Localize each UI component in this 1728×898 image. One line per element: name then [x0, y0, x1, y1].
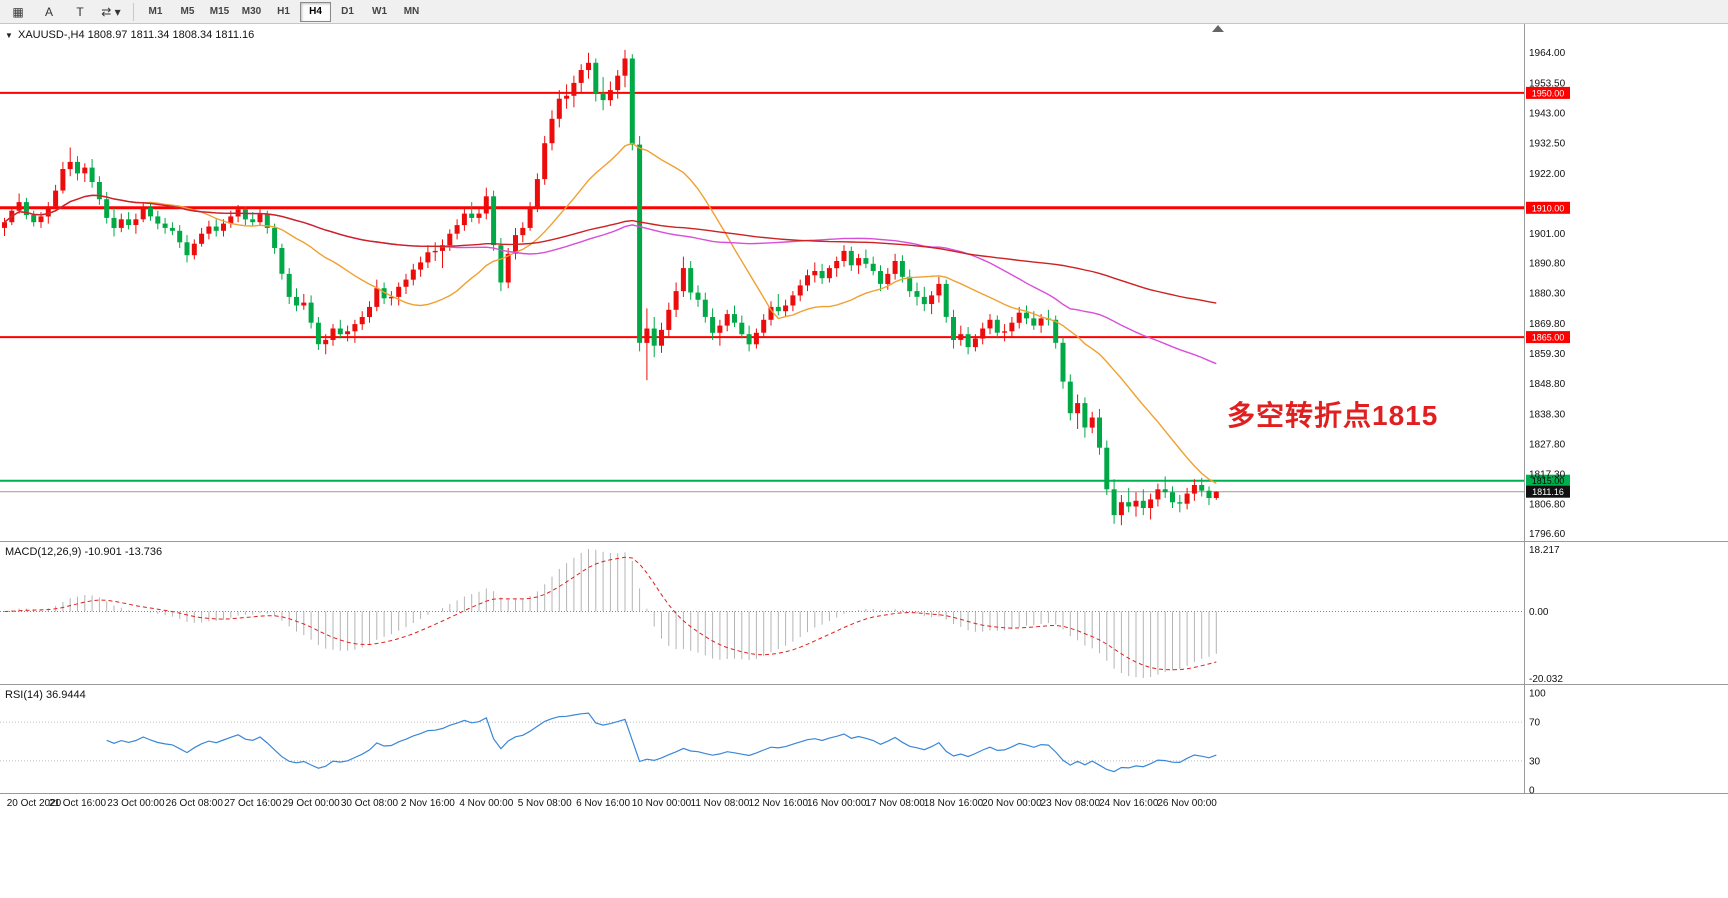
macd-histogram: [11, 549, 1217, 678]
svg-text:21 Oct 16:00: 21 Oct 16:00: [49, 798, 107, 809]
svg-text:23 Nov 08:00: 23 Nov 08:00: [1041, 798, 1101, 809]
timeframe-bar: M1 M5 M15 M30 H1 H4 D1 W1 MN: [140, 1, 428, 22]
rsi-line: [106, 712, 1217, 773]
svg-text:10 Nov 00:00: 10 Nov 00:00: [632, 798, 692, 809]
svg-text:1817.30: 1817.30: [1529, 470, 1566, 481]
timeframe-button-h4[interactable]: H4: [300, 1, 331, 22]
svg-text:1848.80: 1848.80: [1529, 379, 1566, 390]
svg-text:2 Nov 16:00: 2 Nov 16:00: [401, 798, 455, 809]
svg-text:1922.00: 1922.00: [1529, 169, 1566, 180]
drawing-tools-dropdown-icon[interactable]: ⇄ ▾: [101, 4, 121, 19]
macd-axis: 18.217 0.00 -20.032: [1529, 545, 1563, 685]
svg-text:16 Nov 00:00: 16 Nov 00:00: [807, 798, 867, 809]
svg-text:18.217: 18.217: [1529, 545, 1560, 556]
rsi-axis: 100 70 30 0: [1529, 689, 1546, 797]
svg-text:26 Oct 08:00: 26 Oct 08:00: [166, 798, 224, 809]
chart-annotation: 多空转折点1815: [1227, 400, 1439, 431]
svg-text:1910.00: 1910.00: [1532, 203, 1565, 213]
svg-text:1950.00: 1950.00: [1532, 88, 1565, 98]
svg-text:1865.00: 1865.00: [1532, 333, 1565, 343]
svg-text:20 Oct 2020: 20 Oct 2020: [7, 798, 62, 809]
macd-indicator-label: MACD(12,26,9) -10.901 -13.736: [5, 546, 163, 558]
charts-tool-icon[interactable]: ▦: [12, 4, 24, 19]
toolbar: ▦ A T ⇄ ▾ M1 M5 M15 M30 H1 H4 D1 W1 MN: [0, 0, 1728, 24]
hline-1815.00[interactable]: 1815.00: [0, 474, 1570, 487]
candlesticks: [2, 49, 1219, 526]
timeframe-button-h1[interactable]: H1: [277, 6, 290, 17]
vertical-line-tool-icon[interactable]: T: [76, 4, 84, 19]
svg-text:1811.16: 1811.16: [1532, 487, 1564, 497]
svg-text:1859.30: 1859.30: [1529, 349, 1566, 360]
svg-text:1932.50: 1932.50: [1529, 139, 1566, 150]
svg-text:1901.00: 1901.00: [1529, 229, 1566, 240]
svg-text:1815.00: 1815.00: [1532, 476, 1565, 486]
ma-fast-orange: [4, 142, 1217, 484]
svg-text:1869.80: 1869.80: [1529, 319, 1566, 330]
svg-text:0.00: 0.00: [1529, 607, 1549, 618]
price-axis: 1964.00 1953.50 1943.00 1932.50 1922.00 1901.…: [1529, 48, 1566, 540]
svg-text:6 Nov 16:00: 6 Nov 16:00: [576, 798, 630, 809]
hline-1865.00[interactable]: 1865.00: [0, 331, 1570, 344]
svg-text:70: 70: [1529, 718, 1541, 729]
svg-text:18 Nov 16:00: 18 Nov 16:00: [924, 798, 984, 809]
svg-text:24 Nov 16:00: 24 Nov 16:00: [1099, 798, 1159, 809]
timeframe-button-m1[interactable]: M1: [148, 6, 163, 17]
chart-shift-marker[interactable]: [1212, 25, 1224, 32]
svg-text:1827.80: 1827.80: [1529, 439, 1566, 450]
svg-text:27 Oct 16:00: 27 Oct 16:00: [224, 798, 282, 809]
drawing-tools-group: ▦ A T ⇄ ▾: [3, 1, 127, 23]
svg-text:0: 0: [1529, 786, 1535, 797]
timeframe-button-m5[interactable]: M5: [180, 6, 195, 17]
svg-text:-20.032: -20.032: [1529, 674, 1563, 685]
svg-text:29 Oct 00:00: 29 Oct 00:00: [282, 798, 340, 809]
rsi-indicator-label: RSI(14) 36.9444: [5, 689, 86, 701]
timeframe-button-m30[interactable]: M30: [241, 6, 262, 17]
svg-text:1806.80: 1806.80: [1529, 500, 1566, 511]
svg-text:1943.00: 1943.00: [1529, 109, 1566, 120]
svg-text:1964.00: 1964.00: [1529, 48, 1566, 59]
timeframe-button-mn[interactable]: MN: [403, 6, 420, 17]
hline-1910.00[interactable]: 1910.00: [0, 201, 1570, 214]
svg-text:30 Oct 08:00: 30 Oct 08:00: [341, 798, 399, 809]
svg-text:12 Nov 16:00: 12 Nov 16:00: [749, 798, 809, 809]
svg-text:1796.60: 1796.60: [1529, 529, 1566, 540]
svg-text:11 Nov 08:00: 11 Nov 08:00: [691, 798, 750, 809]
svg-text:17 Nov 08:00: 17 Nov 08:00: [865, 798, 925, 809]
svg-text:30: 30: [1529, 756, 1541, 767]
symbol-ohlc-text: XAUUSD-,H4 1808.97 1811.34 1808.34 1811.…: [17, 29, 255, 41]
ma-slow-red: [4, 194, 1217, 304]
svg-text:20 Nov 00:00: 20 Nov 00:00: [982, 798, 1042, 809]
svg-text:1953.50: 1953.50: [1529, 78, 1566, 89]
symbol-ohlc-readout: ▼ XAUUSD-,H4 1808.97 1811.34 1808.34 181…: [5, 29, 254, 41]
svg-text:4 Nov 00:00: 4 Nov 00:00: [459, 798, 513, 809]
toolbar-separator: [133, 2, 134, 21]
svg-text:23 Oct 00:00: 23 Oct 00:00: [107, 798, 165, 809]
pane-dividers: [0, 24, 1728, 794]
macd-signal-line: [4, 556, 1217, 671]
symbol-marker-icon[interactable]: ▼: [5, 31, 13, 40]
svg-text:26 Nov 00:00: 26 Nov 00:00: [1157, 798, 1217, 809]
current-price-line: 1811.16: [0, 485, 1570, 498]
timeframe-button-d1[interactable]: D1: [341, 6, 354, 17]
svg-text:1890.80: 1890.80: [1529, 259, 1566, 270]
current-price-badge: [1526, 485, 1570, 498]
text-label-tool-icon[interactable]: A: [44, 4, 53, 19]
timeframe-button-m15[interactable]: M15: [209, 6, 230, 17]
svg-text:100: 100: [1529, 689, 1546, 700]
svg-text:1880.30: 1880.30: [1529, 289, 1566, 300]
svg-text:1838.30: 1838.30: [1529, 409, 1566, 420]
hline-1950.00[interactable]: 1950.00: [0, 86, 1570, 99]
svg-text:5 Nov 08:00: 5 Nov 08:00: [518, 798, 572, 809]
timeframe-button-w1[interactable]: W1: [372, 6, 387, 17]
ma-mid-magenta: [4, 194, 1217, 365]
